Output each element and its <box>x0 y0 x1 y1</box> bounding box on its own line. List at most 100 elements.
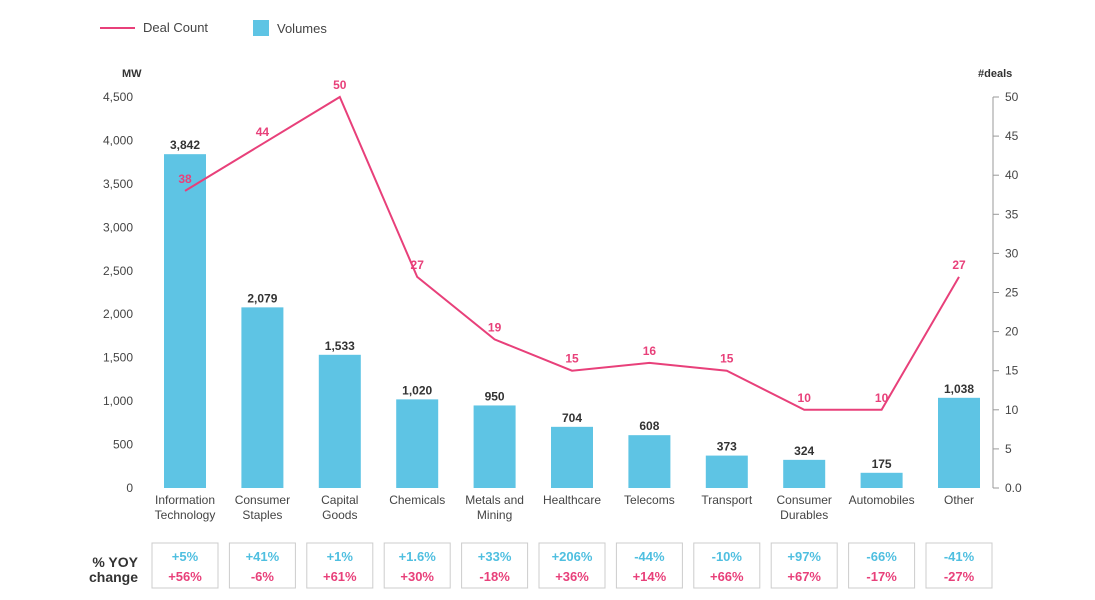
legend: Deal Count Volumes <box>100 20 327 36</box>
line-labels: 38 44 50 27 19 15 16 15 10 10 27 <box>178 78 966 405</box>
yoy-label-line1: % YOY <box>92 554 138 570</box>
yoy-volume-value: +1% <box>327 549 354 564</box>
volume-bar-label: 1,020 <box>402 383 432 397</box>
deal-count-label: 19 <box>488 320 502 334</box>
y-right-tick-label: 20 <box>1005 325 1019 339</box>
y-right-tick-label: 40 <box>1005 168 1019 182</box>
deal-count-label: 15 <box>720 352 734 366</box>
volume-bar <box>783 459 826 488</box>
yoy-deals-value: +30% <box>400 569 434 584</box>
y-right-tick-label: 5 <box>1005 442 1012 456</box>
deal-count-polyline <box>184 95 960 411</box>
yoy-deals-value: +67% <box>787 569 821 584</box>
yoy-volume-value: +33% <box>478 549 512 564</box>
y-right-tick-label: 25 <box>1005 286 1019 300</box>
y-left-tick-label: 2,500 <box>103 264 133 278</box>
legend-bar-label: Volumes <box>277 21 327 36</box>
y-left-tick-label: 4,500 <box>103 90 133 104</box>
yoy-change-row: % YOY change +5% +56% +41% -6% +1% +61% +1.6% +… <box>89 542 993 589</box>
yoy-box <box>848 542 916 589</box>
volume-bar <box>705 455 748 488</box>
volume-bar-label: 373 <box>717 440 737 454</box>
category-label: Technology <box>155 508 216 522</box>
deal-count-label: 15 <box>565 352 579 366</box>
yoy-deals-value: -27% <box>944 569 975 584</box>
y-right-tick-label: 30 <box>1005 246 1019 260</box>
yoy-box <box>615 542 683 589</box>
yoy-volume-value: +5% <box>172 549 199 564</box>
yoy-box <box>461 542 529 589</box>
yoy-deals-value: +61% <box>323 569 357 584</box>
category-label: Consumer <box>777 493 832 507</box>
yoy-deals-value: -6% <box>251 569 275 584</box>
category-label: Consumer <box>235 493 290 507</box>
category-label: Mining <box>477 508 512 522</box>
volume-bar-label: 2,079 <box>247 291 277 305</box>
category-label: Automobiles <box>849 493 915 507</box>
yoy-deals-value: +56% <box>168 569 202 584</box>
deal-count-line <box>184 95 960 411</box>
yoy-deals-value: +14% <box>633 569 667 584</box>
volume-bar <box>551 426 593 488</box>
volume-bar <box>628 435 671 488</box>
yoy-box <box>925 542 993 589</box>
bar-labels: 3,842 2,079 1,533 1,020 950 704 608 373 324 175 1,… <box>170 138 974 471</box>
deal-count-label: 38 <box>178 172 192 186</box>
volume-bar-label: 704 <box>562 411 582 425</box>
deal-count-label: 27 <box>952 258 966 272</box>
category-label: Transport <box>701 493 753 507</box>
yoy-box <box>693 542 761 589</box>
y-axis-left-label: MW <box>122 68 142 80</box>
volume-bar <box>164 154 206 488</box>
volume-bar-label: 1,038 <box>944 382 974 396</box>
yoy-volume-value: +1.6% <box>399 549 437 564</box>
category-label: Goods <box>322 508 357 522</box>
y-axis-right-label: #deals <box>978 68 1012 80</box>
yoy-box <box>151 542 219 589</box>
yoy-box <box>306 542 374 589</box>
category-label: Information <box>155 493 215 507</box>
y-left-tick-label: 0 <box>126 481 133 495</box>
volume-bar <box>938 397 980 488</box>
yoy-deals-value: -18% <box>479 569 510 584</box>
legend-line-label: Deal Count <box>143 20 208 35</box>
y-left-tick-label: 2,000 <box>103 307 133 321</box>
category-label: Staples <box>242 508 282 522</box>
volume-bar-label: 950 <box>485 389 505 403</box>
category-label: Capital <box>321 493 358 507</box>
volume-bar <box>318 354 361 488</box>
volume-bar <box>860 472 903 488</box>
yoy-box <box>770 542 838 589</box>
y-left-tick-label: 4,000 <box>103 133 133 147</box>
y-right-tick-label: 50 <box>1005 90 1019 104</box>
yoy-label-line2: change <box>89 569 138 585</box>
volume-bar <box>396 399 439 488</box>
yoy-volume-value: +206% <box>552 549 593 564</box>
y-right-tick-label: 15 <box>1005 364 1019 378</box>
volume-bar <box>241 307 284 488</box>
yoy-box <box>228 542 296 589</box>
category-label: Other <box>944 493 974 507</box>
volume-bar-label: 608 <box>639 419 659 433</box>
y-left-tick-label: 500 <box>113 438 133 452</box>
y-axis-left: 0 500 1,000 1,500 2,000 2,500 3,000 3,500 4,000 4… <box>103 90 133 495</box>
deal-count-label: 27 <box>411 258 425 272</box>
deal-count-label: 50 <box>333 78 347 92</box>
deal-count-label: 44 <box>256 125 270 139</box>
y-left-tick-label: 1,500 <box>103 351 133 365</box>
deal-count-label: 10 <box>875 391 889 405</box>
deal-count-label: 10 <box>798 391 812 405</box>
y-axis-right: 0.0 5 10 15 20 25 30 35 40 45 50 <box>992 90 1022 495</box>
y-right-tick-label: 0.0 <box>1005 481 1022 495</box>
yoy-volume-value: -10% <box>712 549 743 564</box>
category-label: Durables <box>780 508 828 522</box>
yoy-deals-value: +36% <box>555 569 589 584</box>
y-right-tick-label: 35 <box>1005 207 1019 221</box>
volume-bar-label: 175 <box>872 457 892 471</box>
volume-bar <box>473 405 516 488</box>
x-axis: InformationTechnologyConsumerStaplesCapi… <box>155 493 974 522</box>
yoy-deals-value: +66% <box>710 569 744 584</box>
yoy-volume-value: -66% <box>866 549 897 564</box>
yoy-box <box>538 542 606 589</box>
